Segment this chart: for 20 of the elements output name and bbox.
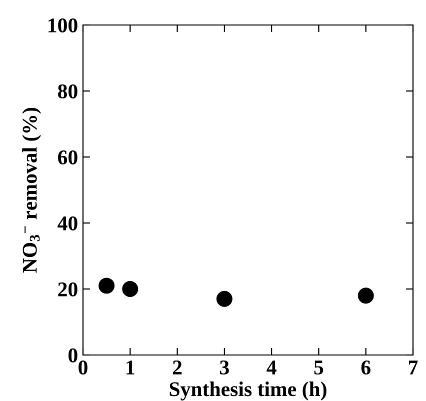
y-tick-label: 0 (68, 348, 78, 362)
y-tick-label: 40 (58, 216, 78, 230)
y-tick-label: 100 (48, 18, 78, 32)
x-tick-label: 6 (361, 360, 370, 375)
point (98, 278, 115, 294)
x-tick-label: 1 (126, 360, 134, 374)
x-tick-label: 7 (408, 360, 418, 374)
point (358, 288, 374, 304)
y-axis-title: NO$_{3}$$^{−}$ removal (%) (22, 108, 42, 273)
y-tick-label: 20 (58, 282, 78, 296)
point (122, 281, 138, 297)
x-tick-label: 4 (266, 360, 276, 374)
y-tick-label: 80 (58, 84, 78, 98)
x-tick-label: 0 (78, 360, 88, 375)
x-tick-label: 3 (220, 360, 229, 375)
point (216, 290, 232, 307)
x-tick-label: 5 (314, 360, 324, 375)
y-tick-label: 60 (58, 150, 78, 164)
x-axis-title: Synthesis time (h) (170, 382, 326, 400)
x-tick-label: 2 (172, 360, 182, 374)
